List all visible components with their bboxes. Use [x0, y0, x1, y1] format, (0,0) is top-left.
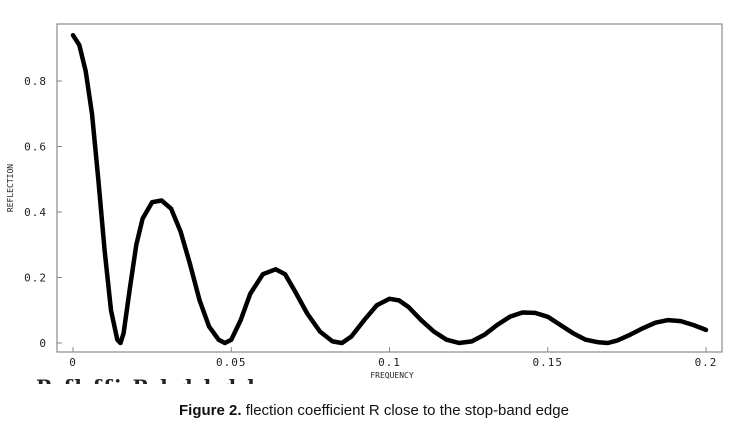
plot-frame — [56, 23, 723, 353]
reflection-chart: 00.20.40.60.8 0 0.05 0.1 0.15 0.2 FREQUENCY … — [6, 23, 723, 380]
y-tick-label: 0.6 — [24, 141, 47, 154]
y-axis-ticks: 0 0.2 0.4 0.6 0.8 — [24, 75, 47, 350]
y-tick-label: 0 — [39, 337, 47, 350]
caption-text: flection coefficient R close to the stop… — [241, 402, 569, 419]
caption-label: Figure 2. — [179, 402, 242, 419]
reflection-curve — [70, 32, 709, 346]
tick-marks — [57, 80, 707, 352]
x-tick-label: 0 — [69, 356, 77, 369]
y-axis-label: REFLECTION — [6, 164, 15, 212]
y-tick-label: 0.4 — [24, 206, 47, 219]
figure-caption: Figure 2. flection coefficient R close t… — [0, 402, 748, 419]
x-tick-label: 0.2 — [695, 356, 718, 369]
x-tick-label: 0.05 — [216, 356, 247, 369]
x-axis-ticks: 0 0.05 0.1 0.15 0.2 — [69, 356, 718, 369]
cropped-text-line: R fl ffi R l d l d l — [36, 372, 736, 384]
x-axis-label: FREQUENCY — [370, 371, 414, 380]
y-tick-label: 0.2 — [24, 272, 47, 285]
x-tick-label: 0.1 — [378, 356, 401, 369]
x-tick-label: 0.15 — [533, 356, 564, 369]
y-tick-label: 0.8 — [24, 75, 47, 88]
